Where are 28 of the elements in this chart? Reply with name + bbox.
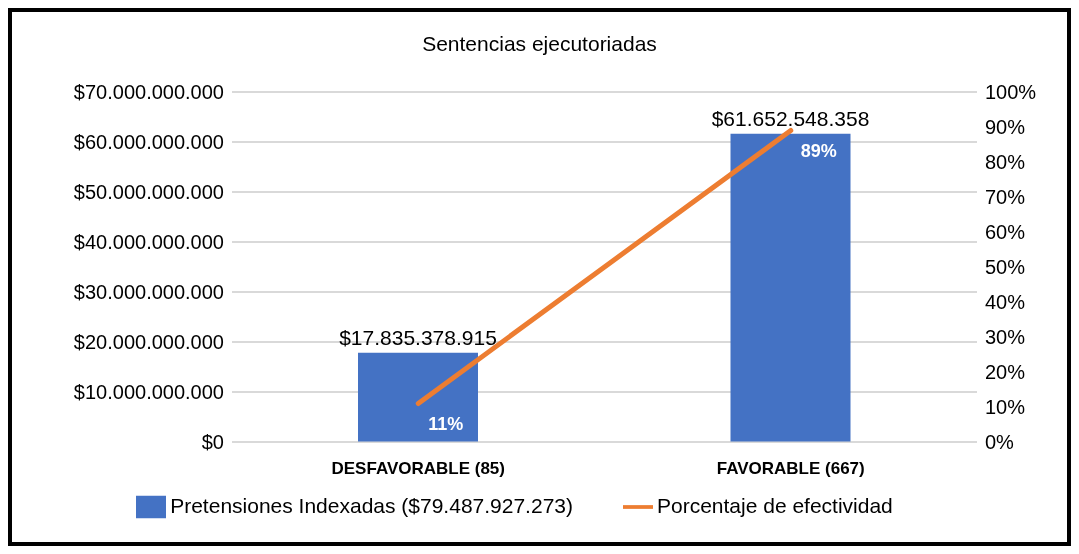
- legend-label: Porcentaje de efectividad: [656, 493, 893, 517]
- y-tick-label: $0: [201, 431, 224, 454]
- y2-tick-label: 90%: [985, 116, 1026, 139]
- x-tick-label: FAVORABLE (667): [716, 459, 865, 479]
- y2-tick-label: 60%: [985, 221, 1026, 244]
- data-label: $17.835.378.915: [339, 325, 497, 349]
- chart-title: Sentencias ejecutoriadas: [421, 32, 658, 57]
- y-tick-label: $30.000.000.000: [73, 281, 224, 304]
- y2-tick-label: 30%: [985, 326, 1026, 349]
- y2-tick-label: 0%: [985, 431, 1015, 454]
- y2-tick-label: 40%: [985, 291, 1026, 314]
- y-tick-label: $40.000.000.000: [73, 231, 224, 254]
- data-label: 11%: [428, 413, 464, 434]
- y-tick-label: $10.000.000.000: [73, 381, 224, 404]
- y2-tick-label: 100%: [985, 81, 1037, 104]
- y-tick-label: $50.000.000.000: [73, 181, 224, 204]
- y-tick-label: $20.000.000.000: [73, 331, 224, 354]
- y2-tick-label: 50%: [985, 256, 1026, 279]
- data-label: 89%: [800, 140, 837, 161]
- y-tick-label: $70.000.000.000: [73, 81, 224, 104]
- data-label: $61.652.548.358: [711, 106, 870, 130]
- y2-tick-label: 80%: [985, 151, 1026, 174]
- y-tick-label: $60.000.000.000: [73, 131, 224, 154]
- x-tick-label: DESFAVORABLE (85): [331, 459, 505, 479]
- y2-tick-label: 20%: [985, 361, 1026, 384]
- legend-label: Pretensiones Indexadas ($79.487.927.273): [170, 493, 573, 517]
- y2-tick-label: 10%: [985, 396, 1026, 419]
- y2-tick-label: 70%: [985, 186, 1026, 209]
